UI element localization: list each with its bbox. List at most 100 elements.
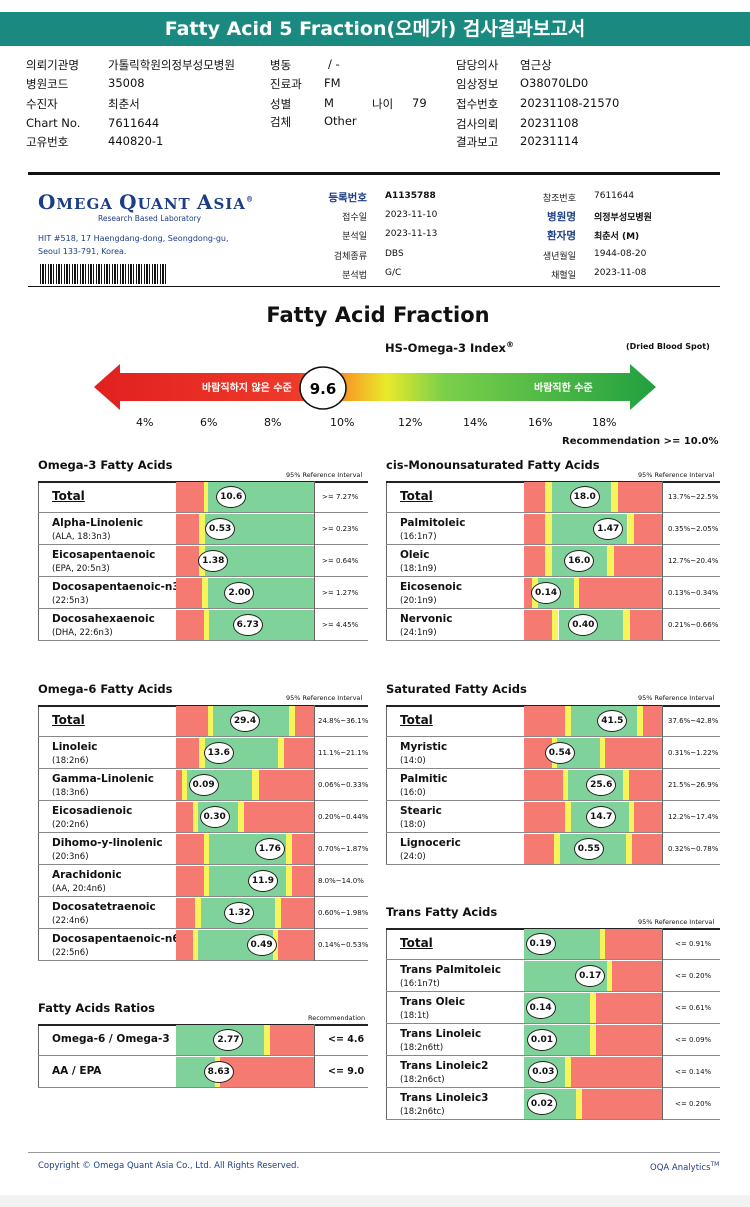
bar-border [314,801,315,833]
fraction-title: Fatty Acid Fraction [266,303,490,327]
acid-name: Gamma-Linolenic [52,773,155,785]
result-row: Nervonic (24:1n9) 0.40 0.21%~0.66% [386,609,720,641]
range-segment-red [176,930,193,960]
reference-range: 0.21%~0.66% [668,621,719,629]
desirable-level-label: 바람직한 수준 [534,381,593,394]
patient-field-label: 고유번호 [26,135,69,149]
range-bar: 1.76 [176,834,314,864]
bar-border [662,1024,663,1056]
total-label: Total [400,489,433,503]
result-row: Omega-6 / Omega-3 2.77 <= 4.6 [38,1024,368,1056]
patient-field-value: Other [324,114,357,128]
patient-field-value: 20231108 [520,116,579,130]
bar-border [662,481,663,513]
patient-field-value: 염근상 [520,58,552,72]
patient-field-value: FM [324,76,341,90]
range-segment-yellow [286,834,292,864]
value-marker: 0.02 [526,1093,557,1115]
bar-border [662,737,663,769]
value-marker: 0.19 [525,933,556,955]
panel-border [386,481,387,641]
range-segment-yellow [192,930,199,960]
range-bar: 8.63 [176,1057,314,1087]
acid-formula: (18:3n6) [52,788,89,798]
result-row: Docosatetraenoic (22:4n6) 1.32 0.60%~1.98% [38,897,368,929]
result-row: Oleic (18:1n9) 16.0 12.7%~20.4% [386,545,720,577]
result-row: Lignoceric (24:0) 0.55 0.32%~0.78% [386,833,720,865]
acid-formula: (18:2n6tc) [400,1107,445,1117]
range-segment-yellow [199,514,205,544]
range-segment-red [243,802,314,832]
result-row: Trans Linoleic2 (18:2n6ct) 0.03 <= 0.14% [386,1056,720,1088]
acid-name: Trans Linoleic3 [400,1092,489,1104]
value-marker: 8.63 [203,1061,234,1083]
bar-border [314,481,315,513]
range-segment-yellow [192,802,199,832]
report-field-value: 7611644 [594,191,635,201]
range-bar: 0.03 [524,1057,662,1087]
reference-interval-label: 95% Reference Interval [286,694,363,702]
range-bar: 14.7 [524,802,662,832]
range-bar: 18.0 [524,482,662,512]
acid-formula: (14:0) [400,756,426,766]
panel-title-omega3: Omega-3 Fatty Acids [38,458,173,472]
reference-range: <= 4.6 [328,1034,365,1045]
range-bar: 0.01 [524,1025,662,1055]
hs-omega3-label: HS-Omega-3 Index® [385,340,514,355]
range-segment-yellow [544,546,552,576]
range-segment-yellow [181,770,188,800]
bar-border [314,865,315,897]
result-row: Linoleic (18:2n6) 13.6 11.1%~21.1% [38,737,368,769]
range-segment-yellow [199,738,205,768]
lab-subtitle: Research Based Laboratory [98,214,202,223]
patient-field-value: 79 [412,96,427,110]
index-marker: 9.6 [299,366,347,410]
acid-formula: (18:2n6tt) [400,1043,444,1053]
bar-border [662,545,663,577]
bar-border [314,1056,315,1088]
result-row: Trans Oleic (18:1t) 0.14 <= 0.61% [386,992,720,1024]
acid-name: Eicosenoic [400,581,463,593]
value-marker: 14.7 [586,806,617,828]
result-row: Arachidonic (AA, 20:4n6) 11.9 8.0%~14.0% [38,865,368,897]
patient-field-label: 병동 [270,58,292,72]
ratio-name: Omega-6 / Omega-3 [52,1033,170,1045]
range-bar: 0.54 [524,738,662,768]
patient-field-label: 담당의사 [456,58,499,72]
reference-range: >= 7.27% [322,493,359,501]
acid-formula: (18:2n6) [52,756,89,766]
acid-formula: (18:2n6ct) [400,1075,445,1085]
range-segment-yellow [207,706,214,736]
acid-name: Dihomo-y-linolenic [52,837,163,849]
report-field-label: 생년월일 [542,252,576,262]
range-segment-red [176,546,200,576]
range-segment-red [278,930,314,960]
range-segment-red [628,770,662,800]
value-marker: 0.40 [568,614,599,636]
range-segment-red [283,738,314,768]
copyright: Copyright © Omega Quant Asia Co., Ltd. A… [38,1161,300,1171]
report-field-label: 검체종류 [333,252,367,262]
range-segment-red [524,482,545,512]
range-segment-yellow [289,706,295,736]
bar-border [314,737,315,769]
panel-title-trans: Trans Fatty Acids [386,905,498,919]
acid-name: Myristic [400,741,448,753]
result-row: Stearic (18:0) 14.7 12.2%~17.4% [386,801,720,833]
result-row: Total 0.19 <= 0.91% [386,928,720,960]
total-label: Total [400,936,433,950]
index-value: 9.6 [310,380,337,398]
value-marker: 2.00 [224,582,255,604]
result-row: Eicosadienoic (20:2n6) 0.30 0.20%~0.44% [38,801,368,833]
result-row: Trans Palmitoleic (16:1n7t) 0.17 <= 0.20% [386,960,720,992]
range-bar: 0.02 [524,1089,662,1119]
report-field-value: 의정부성모병원 [594,213,652,223]
result-row: Trans Linoleic (18:2n6tt) 0.01 <= 0.09% [386,1024,720,1056]
bar-border [314,897,315,929]
reference-range: 0.70%~1.87% [318,845,369,853]
acid-name: Docosahexaenoic [52,613,155,625]
range-segment-red [524,770,563,800]
range-bar: 10.6 [176,482,314,512]
value-marker: 0.55 [573,838,604,860]
result-row: Alpha-Linolenic (ALA, 18:3n3) 0.53 >= 0.23% [38,513,368,545]
